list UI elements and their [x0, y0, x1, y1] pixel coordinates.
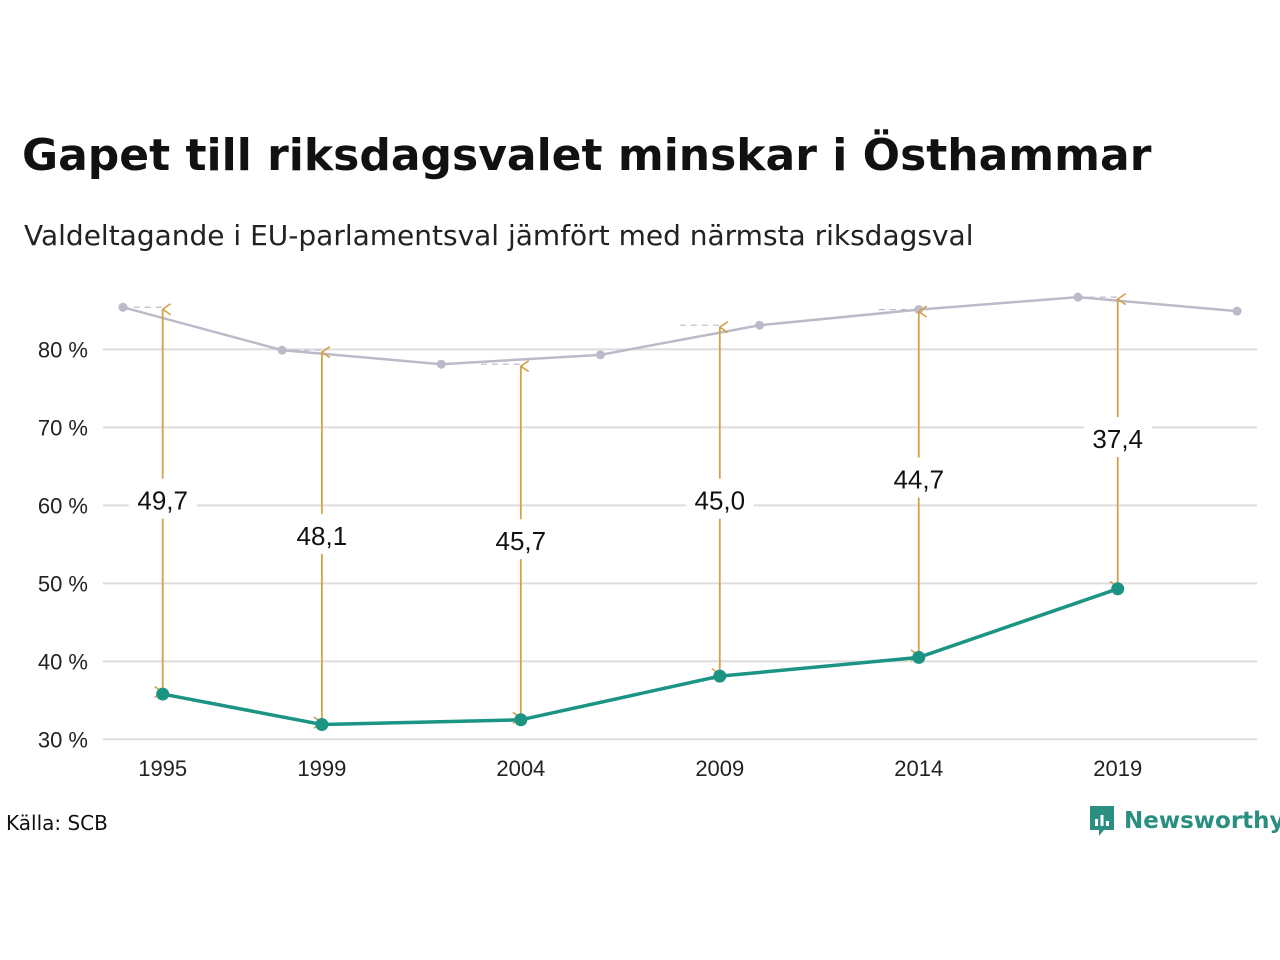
eu-point-2014: [912, 650, 926, 664]
gap-label-2009: 45,0: [694, 486, 745, 516]
y-tick-label: 40 %: [38, 649, 88, 674]
x-tick-label: 1995: [138, 756, 187, 781]
eu-point-1995: [156, 687, 170, 701]
gap-label-bg-2019: [1083, 417, 1152, 458]
gridlines: [103, 348, 1257, 741]
eu-point-2004: [514, 713, 528, 727]
source-note: Källa: SCB: [6, 811, 108, 835]
gap-label-2004: 45,7: [496, 526, 547, 556]
x-tick-label: 1999: [297, 756, 346, 781]
riksdag-point-2010: [755, 320, 765, 330]
riksdag-point-2002: [436, 359, 446, 369]
y-tick-label: 60 %: [38, 493, 88, 518]
x-tick-label: 2014: [894, 756, 943, 781]
chart-subtitle: Valdeltagande i EU-parlamentsval jämfört…: [24, 219, 974, 252]
x-axis: 1995 1999 2004 2009 2014 2019: [138, 756, 1142, 781]
riksdag-series: [118, 292, 1242, 369]
eu-point-2019: [1111, 582, 1125, 596]
chart-title: Gapet till riksdagsvalet minskar i Östha…: [22, 130, 1152, 181]
gap-label-2019: 37,4: [1092, 424, 1143, 454]
gap-label-bg-1999: [287, 513, 356, 554]
gap-label-bg-2014: [884, 457, 953, 498]
eu-point-2009: [713, 669, 727, 683]
riksdag-point-2022: [1232, 306, 1242, 316]
gap-label-1995: 49,7: [137, 486, 188, 516]
eu-series: [156, 582, 1125, 731]
x-tick-label: 2004: [496, 756, 545, 781]
eu-line: [162, 587, 1119, 727]
y-axis: 30 % 40 % 50 % 60 % 70 % 80 %: [38, 337, 88, 752]
eu-point-1999: [315, 717, 329, 731]
x-tick-label: 2009: [695, 756, 744, 781]
x-tick-label: 2019: [1093, 756, 1142, 781]
newsworthy-logo-icon: [1090, 806, 1114, 836]
y-tick-label: 70 %: [38, 415, 88, 440]
brand-logo: Newsworthy: [1088, 804, 1280, 838]
brand-name: Newsworthy: [1124, 808, 1280, 834]
riksdag-line: [122, 295, 1238, 366]
gap-arrows: 49,7 48,1 45,7 45,0 44,7 37,4: [122, 297, 1152, 722]
riksdag-point-2006: [595, 350, 605, 360]
gap-label-bg-2009: [685, 478, 754, 519]
gap-label-bg-1995: [128, 478, 197, 519]
gap-label-bg-2004: [486, 519, 555, 560]
y-tick-label: 30 %: [38, 727, 88, 752]
y-tick-label: 50 %: [38, 571, 88, 596]
y-tick-label: 80 %: [38, 337, 88, 362]
gap-label-2014: 44,7: [893, 465, 944, 495]
gap-label-1999: 48,1: [297, 521, 348, 551]
